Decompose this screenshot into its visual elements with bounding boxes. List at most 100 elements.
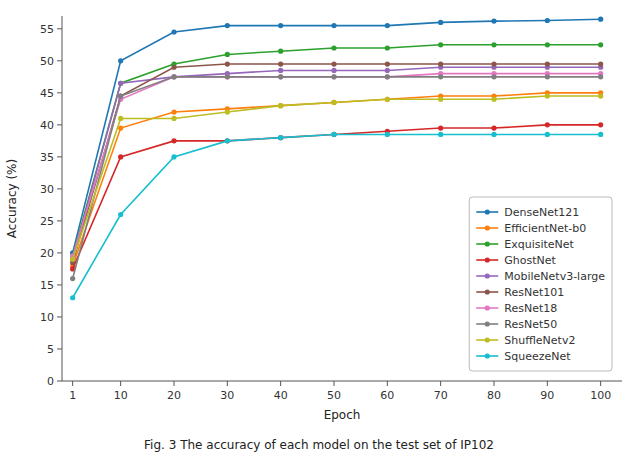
x-tick-label: 60 (380, 389, 394, 402)
data-point (171, 29, 176, 34)
y-tick (57, 156, 62, 157)
data-point (491, 132, 496, 137)
data-point (118, 93, 123, 98)
data-point (171, 74, 176, 79)
data-point (225, 74, 230, 79)
data-point (118, 81, 123, 86)
data-point (225, 109, 230, 114)
caption: Fig. 3 The accuracy of each model on the… (144, 438, 494, 452)
legend-label: ResNet50 (504, 318, 557, 331)
y-tick (57, 188, 62, 189)
data-point (118, 58, 123, 63)
y-tick-label: 20 (40, 247, 54, 260)
data-point (225, 138, 230, 143)
x-tick (174, 381, 175, 386)
data-point (438, 125, 443, 130)
x-tick-label: 50 (327, 389, 341, 402)
data-point (331, 132, 336, 137)
x-tick-label: 80 (487, 389, 501, 402)
x-tick (494, 381, 495, 386)
data-point (171, 65, 176, 70)
data-point (385, 23, 390, 28)
x-tick-label: 70 (434, 389, 448, 402)
data-point (278, 68, 283, 73)
legend-label: MobileNetv3-large (504, 270, 605, 283)
legend-label: ExquisiteNet (504, 238, 574, 251)
data-point (225, 23, 230, 28)
x-tick-label: 30 (220, 389, 234, 402)
data-point (331, 100, 336, 105)
x-tick-label: 40 (274, 389, 288, 402)
y-tick (57, 220, 62, 221)
y-tick (57, 124, 62, 125)
y-tick (57, 28, 62, 29)
data-point (278, 49, 283, 54)
plot-area (70, 17, 603, 301)
data-point (118, 116, 123, 121)
y-tick (57, 381, 62, 382)
series-line (73, 77, 601, 279)
data-point (491, 19, 496, 24)
data-point (171, 74, 176, 79)
data-point (70, 257, 75, 262)
data-point (70, 257, 75, 262)
x-tick (547, 381, 548, 386)
data-point (385, 132, 390, 137)
data-point (385, 61, 390, 66)
y-tick (57, 60, 62, 61)
x-tick-label: 1 (69, 389, 76, 402)
x-tick (227, 381, 228, 386)
y-tick-label: 55 (40, 23, 54, 36)
data-point (438, 42, 443, 47)
data-point (385, 45, 390, 50)
y-tick-label: 50 (40, 55, 54, 68)
x-axis-label: Epoch (324, 408, 361, 422)
data-point (70, 276, 75, 281)
data-point (278, 135, 283, 140)
data-point (118, 154, 123, 159)
x-tick-label: 90 (540, 389, 554, 402)
y-tick-label: 10 (40, 311, 54, 324)
data-point (545, 18, 550, 23)
legend-label: ResNet101 (504, 286, 564, 299)
data-point (598, 74, 603, 79)
legend-marker (485, 209, 490, 214)
data-point (118, 212, 123, 217)
legend-label: DenseNet121 (504, 206, 579, 219)
data-point (438, 97, 443, 102)
legend-box (469, 197, 612, 371)
data-point (171, 109, 176, 114)
series-line (73, 64, 601, 263)
data-point (331, 23, 336, 28)
x-tick (280, 381, 281, 386)
data-point (491, 97, 496, 102)
data-point (70, 295, 75, 300)
data-point (545, 42, 550, 47)
data-point (225, 52, 230, 57)
data-point (278, 61, 283, 66)
data-point (278, 23, 283, 28)
legend-marker (485, 225, 490, 230)
data-point (278, 74, 283, 79)
x-tick-label: 10 (114, 389, 128, 402)
data-point (545, 93, 550, 98)
legend-marker (485, 241, 490, 246)
data-point (278, 135, 283, 140)
legend-marker (485, 305, 490, 310)
y-tick (57, 252, 62, 253)
data-point (225, 138, 230, 143)
x-tick (72, 381, 73, 386)
data-point (545, 74, 550, 79)
y-tick-label: 0 (47, 375, 54, 388)
data-point (598, 17, 603, 22)
data-point (278, 74, 283, 79)
series-line (73, 67, 601, 259)
data-point (598, 61, 603, 66)
y-tick (57, 284, 62, 285)
series-line (73, 93, 601, 266)
legend-marker (485, 273, 490, 278)
legend-label: ShuffleNetv2 (504, 334, 575, 347)
y-tick-label: 35 (40, 151, 54, 164)
data-point (225, 61, 230, 66)
data-point (438, 74, 443, 79)
